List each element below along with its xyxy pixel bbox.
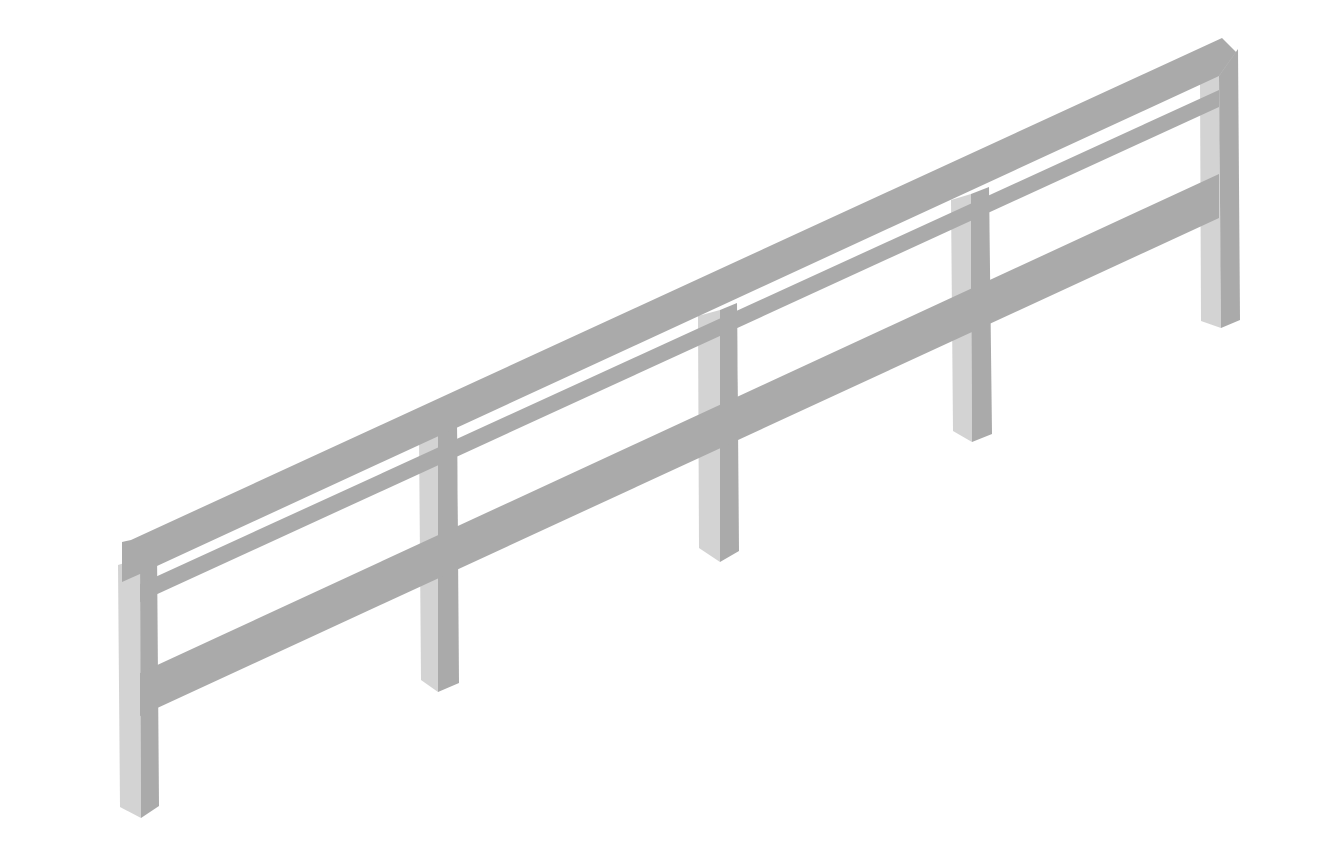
post-2-front-overlay — [438, 428, 458, 578]
rails — [122, 38, 1236, 716]
middle-rail — [140, 90, 1219, 602]
post-1-side — [118, 558, 141, 818]
post-3-front-overlay — [720, 311, 738, 448]
post-5-front — [1219, 49, 1240, 328]
post-4-front-overlay — [971, 193, 990, 332]
bottom-rail — [140, 174, 1219, 716]
post-front-overlays — [438, 193, 990, 578]
top-rail — [122, 38, 1236, 582]
